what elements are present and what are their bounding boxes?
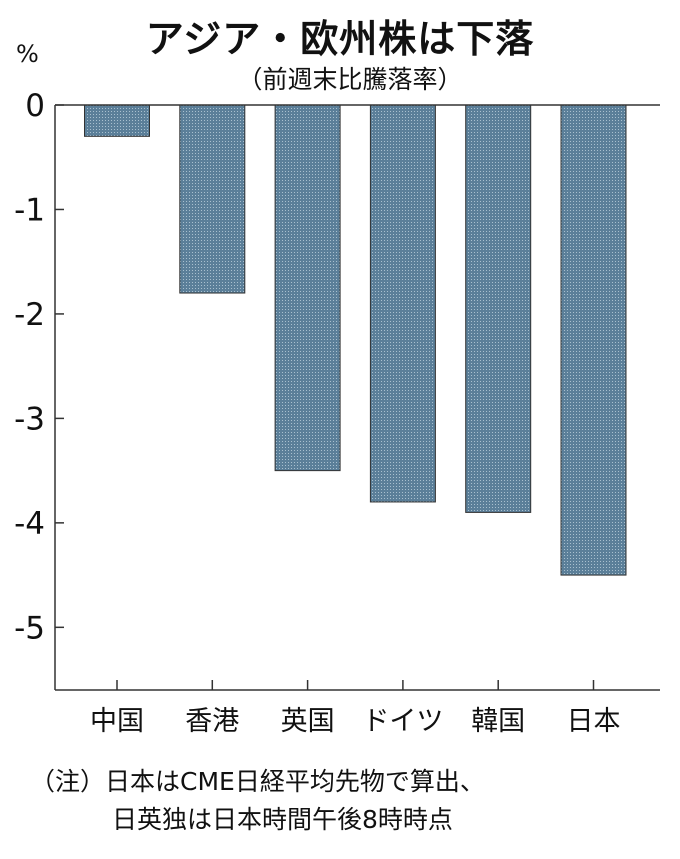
chart-title: アジア・欧州株は下落 xyxy=(145,17,535,61)
y-tick-label-1: -1 xyxy=(14,192,45,228)
bar-3 xyxy=(369,104,436,503)
y-tick-label-5: -5 xyxy=(14,610,45,646)
bar-0 xyxy=(84,104,150,137)
bar-1 xyxy=(179,104,246,294)
x-tick-label-4: 韓国 xyxy=(471,706,525,737)
bar-4 xyxy=(465,104,532,513)
bar-5 xyxy=(560,104,627,576)
footnote-line-2: 日英独は日本時間午後8時時点 xyxy=(112,805,453,834)
x-tick-label-3: ドイツ xyxy=(362,706,443,737)
footnote-line-1: （注）日本はCME日経平均先物で算出、 xyxy=(30,767,485,796)
y-tick-label-2: -2 xyxy=(14,297,45,333)
x-tick-label-2: 英国 xyxy=(281,706,335,737)
x-tick-label-1: 香港 xyxy=(185,706,239,737)
y-tick-label-3: -3 xyxy=(14,401,45,437)
x-tick-label-0: 中国 xyxy=(90,706,144,737)
y-tick-label-4: -4 xyxy=(14,506,45,542)
x-tick-label-5: 日本 xyxy=(567,706,621,737)
y-tick-label-0: 0 xyxy=(25,88,45,124)
bar-2 xyxy=(274,104,341,472)
y-axis-unit: % xyxy=(16,40,39,68)
chart-subtitle: （前週末比騰落率） xyxy=(237,65,463,94)
